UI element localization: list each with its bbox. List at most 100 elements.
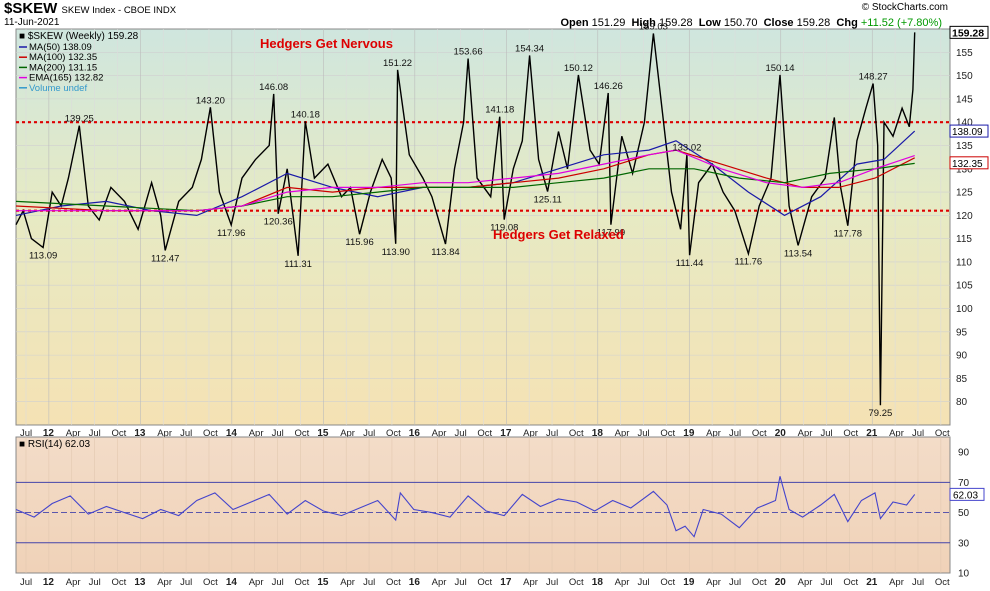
rsi-x-tick-label: Oct <box>752 577 767 588</box>
y-tick-label: 145 <box>956 94 973 105</box>
x-tick-label: Jul <box>89 428 101 439</box>
rsi-x-tick-label: Apr <box>157 577 172 588</box>
x-tick-label: 16 <box>409 428 421 439</box>
x-tick-label: Jul <box>455 428 467 439</box>
x-tick-label: Oct <box>386 428 401 439</box>
open-value: 151.29 <box>591 17 626 29</box>
close-value: 159.28 <box>796 17 831 29</box>
price-label: 115.96 <box>345 237 373 248</box>
price-label: 111.31 <box>284 259 312 270</box>
high-value: 159.28 <box>658 17 693 29</box>
high-label: High <box>631 17 656 29</box>
price-label: 146.26 <box>594 81 623 92</box>
x-tick-label: Jul <box>20 428 32 439</box>
rsi-panel-bg <box>15 436 951 574</box>
axis-value-badge <box>949 124 989 138</box>
rsi-x-tick-label: Oct <box>111 577 126 588</box>
x-tick-label: Apr <box>340 428 355 439</box>
x-tick-label: 18 <box>592 428 604 439</box>
x-tick-label: Jul <box>638 428 650 439</box>
axis-value-text: 159.28 <box>952 27 984 39</box>
x-tick-label: Oct <box>569 428 584 439</box>
rsi-x-tick-label: Apr <box>889 577 904 588</box>
y-tick-label: 155 <box>956 48 973 59</box>
y-tick-label: 140 <box>956 118 973 129</box>
annotation-relaxed: Hedgers Get Relaxed <box>493 227 624 242</box>
y-tick-label: 135 <box>956 141 973 152</box>
x-tick-label: 13 <box>134 428 146 439</box>
x-tick-label: 19 <box>683 428 695 439</box>
ohlc-readout: Open 151.29 High 159.28 Low 150.70 Close… <box>560 17 942 29</box>
rsi-x-tick-label: Jul <box>363 577 375 588</box>
price-label: 117.78 <box>834 229 862 240</box>
price-label: 111.76 <box>735 257 763 268</box>
rsi-x-tick-label: 18 <box>592 577 604 588</box>
x-tick-label: Oct <box>111 428 126 439</box>
y-tick-label: 100 <box>956 304 973 315</box>
x-tick-label: Apr <box>432 428 447 439</box>
y-tick-label: 125 <box>956 188 973 199</box>
price-label: 113.84 <box>431 247 459 258</box>
rsi-x-tick-label: Apr <box>798 577 813 588</box>
axis-value-badge <box>949 25 989 39</box>
index-name: SKEW Index - CBOE INDX <box>61 5 177 16</box>
rsi-x-tick-label: Apr <box>432 577 447 588</box>
rsi-x-tick-label: Jul <box>20 577 32 588</box>
axis-value-badge <box>949 156 989 170</box>
price-label: 79.25 <box>868 408 892 419</box>
price-label: 141.18 <box>485 105 514 116</box>
y-tick-label: 130 <box>956 164 973 175</box>
chart-date: 11-Jun-2021 <box>4 17 60 28</box>
y-tick-label: 105 <box>956 281 973 292</box>
price-label: 139.25 <box>65 114 94 125</box>
x-tick-label: 14 <box>226 428 238 439</box>
x-tick-label: 12 <box>43 428 55 439</box>
legend-entry: MA(50) 138.09 <box>29 42 92 53</box>
x-tick-label: Apr <box>706 428 721 439</box>
rsi-x-tick-label: 20 <box>775 577 787 588</box>
rsi-x-tick-label: 17 <box>500 577 512 588</box>
rsi-x-tick-label: Apr <box>249 577 264 588</box>
rsi-value-text: 62.03 <box>953 490 978 501</box>
symbol-text: $SKEW <box>4 0 58 17</box>
legend-entry: Volume undef <box>29 83 87 94</box>
price-label: 146.08 <box>259 82 288 93</box>
x-tick-label: Jul <box>363 428 375 439</box>
rsi-x-tick-label: Jul <box>638 577 650 588</box>
y-tick-label: 115 <box>956 234 972 245</box>
series-line-ma100 <box>15 149 915 212</box>
x-tick-label: Apr <box>66 428 81 439</box>
low-label: Low <box>698 17 721 29</box>
chg-label: Chg <box>836 17 858 29</box>
y-tick-label: 90 <box>956 351 968 362</box>
x-tick-label: Oct <box>660 428 675 439</box>
legend-entry: MA(100) 132.35 <box>29 52 97 63</box>
price-label: 151.22 <box>383 58 412 69</box>
x-tick-label: Apr <box>889 428 904 439</box>
rsi-x-tick-label: Apr <box>66 577 81 588</box>
x-tick-label: Oct <box>294 428 309 439</box>
price-label: 112.47 <box>151 253 179 264</box>
rsi-tick-label: 10 <box>958 569 970 580</box>
price-panel: 80 85 90 95 100 105 110 115 120 125 130 135 140 145 15… <box>15 22 989 439</box>
x-tick-label: Jul <box>912 428 924 439</box>
rsi-x-tick-label: Jul <box>912 577 924 588</box>
price-label: 111.44 <box>676 258 704 269</box>
axis-value-text: 138.09 <box>952 127 983 138</box>
price-label: 159.03 <box>639 22 668 33</box>
x-tick-label: Apr <box>523 428 538 439</box>
price-label: 117.99 <box>597 228 625 239</box>
x-tick-label: Apr <box>157 428 172 439</box>
low-value: 150.70 <box>723 17 758 29</box>
x-tick-label: Apr <box>798 428 813 439</box>
price-label: 113.90 <box>382 247 410 258</box>
open-label: Open <box>560 17 589 29</box>
rsi-x-tick-label: 21 <box>866 577 878 588</box>
rsi-x-tick-label: Oct <box>843 577 858 588</box>
rsi-panel: 10 30 50 70 90 Jul 12 Apr Jul Oct 13 Apr Jul Oct 14 Apr… <box>15 436 985 588</box>
x-tick-label: Oct <box>935 428 950 439</box>
x-tick-label: Jul <box>820 428 832 439</box>
x-tick-label: Jul <box>546 428 558 439</box>
price-label: 120.36 <box>264 217 293 228</box>
x-tick-label: Oct <box>752 428 767 439</box>
